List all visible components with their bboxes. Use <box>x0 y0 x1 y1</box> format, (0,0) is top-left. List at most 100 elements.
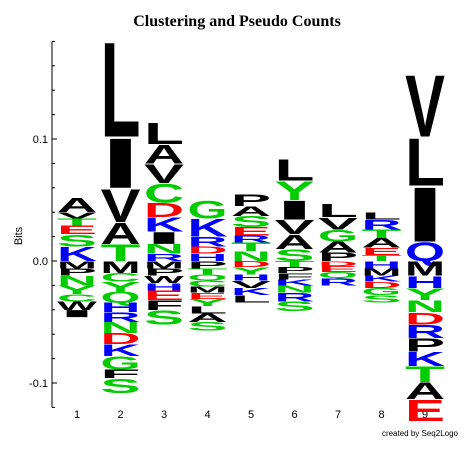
axis-layer: 0.1 0.0 -0.1 1 2 3 4 5 6 7 8 9 <box>29 40 428 421</box>
logo-letter: G <box>101 353 141 374</box>
logo-letter: T <box>362 253 402 262</box>
logo-letter: D <box>362 280 402 289</box>
logo-letter: I <box>275 195 315 225</box>
x-tick-label: 7 <box>335 409 341 421</box>
logo-letter: R <box>187 234 227 249</box>
logo-letter: R <box>144 252 184 263</box>
logo-letter: S <box>101 375 141 398</box>
logo-letter: E <box>405 394 445 428</box>
logo-letter: M <box>405 257 445 280</box>
logo-letter: K <box>101 341 142 360</box>
logo-letter: Y <box>231 265 271 276</box>
logo-letter: K <box>144 213 184 236</box>
logo-letter: C <box>144 179 184 209</box>
logo-letter: E <box>188 291 228 300</box>
logo-letter: A <box>100 217 140 250</box>
logo-letter: T <box>361 227 401 240</box>
logo-letter: L <box>101 14 141 166</box>
logo-letter: Q <box>188 273 228 282</box>
logo-letter: G <box>362 286 402 298</box>
logo-letter: L <box>274 153 314 187</box>
logo-letter: K <box>231 286 271 297</box>
logo-letter: Y <box>100 280 140 295</box>
y-axis-label: Bits <box>13 226 25 245</box>
logo-letter: Q <box>405 237 445 267</box>
logo-letter: Y <box>405 285 445 304</box>
logo-letter: S <box>362 293 402 304</box>
logo-letter: D <box>405 309 445 328</box>
logo-letter: C <box>188 279 228 288</box>
letters-layer: KSETVAMPNYCWITAVILMCYQHRNDKGFSRNIKDCVALM… <box>57 14 445 428</box>
y-tick-label: -0.1 <box>29 378 48 390</box>
logo-letter: T <box>57 217 98 228</box>
logo-letter: S <box>275 246 315 265</box>
logo-letter: T <box>405 362 445 386</box>
logo-letter: A <box>188 312 228 325</box>
x-tick-label: 1 <box>74 409 80 421</box>
logo-letter: V <box>405 57 445 155</box>
logo-letter: K <box>362 274 403 283</box>
logo-letter: E <box>362 246 402 257</box>
logo-letter: S <box>188 320 228 333</box>
logo-letter: P <box>57 267 97 278</box>
y-tick-label: 0.0 <box>33 256 48 268</box>
x-tick-label: 8 <box>378 409 384 421</box>
logo-letter: R <box>275 291 315 304</box>
logo-letter: S <box>274 299 314 314</box>
logo-letter: I <box>405 171 445 259</box>
logo-letter: A <box>361 235 401 250</box>
logo-letter: F <box>100 367 140 380</box>
logo-letter: M <box>144 260 184 271</box>
logo-letter: P <box>275 266 315 275</box>
logo-letter: V <box>57 211 98 221</box>
logo-letter: F <box>275 272 315 281</box>
logo-letter: N <box>275 284 315 295</box>
logo-letter: F <box>144 298 184 313</box>
x-tick-label: 3 <box>161 409 167 421</box>
logo-letter: N <box>231 249 271 264</box>
logo-letter: P <box>318 251 358 264</box>
logo-letter: R <box>231 234 271 245</box>
logo-letter: H <box>100 300 140 315</box>
logo-letter: V <box>275 216 315 238</box>
logo-letter: K <box>57 242 97 265</box>
logo-letter: T <box>188 267 228 276</box>
logo-letter: D <box>318 260 358 268</box>
x-tick-label: 4 <box>204 409 210 421</box>
credit-text: created by Seq2Logo <box>382 429 459 438</box>
logo-letter: L <box>361 210 401 221</box>
logo-letter: V <box>101 180 141 233</box>
logo-letter: A <box>318 239 358 256</box>
logo-letter: C <box>57 292 97 303</box>
logo-letter: Y <box>275 176 315 206</box>
logo-letter: T <box>275 259 315 268</box>
logo-letter: Q <box>318 270 358 279</box>
logo-letter: Q <box>101 289 141 306</box>
logo-letter: L <box>405 125 445 200</box>
logo-letter: R <box>100 310 140 325</box>
logo-letter: K <box>405 347 445 370</box>
logo-letter: P <box>144 267 184 278</box>
x-tick-label: 5 <box>248 409 254 421</box>
logo-letter: T <box>101 240 141 266</box>
logo-letter: M <box>188 285 228 294</box>
logo-letter: A <box>231 203 271 218</box>
logo-letter: I <box>57 308 97 319</box>
logo-letter: L <box>318 200 358 221</box>
logo-letter: I <box>101 124 141 204</box>
logo-letter: L <box>144 116 184 150</box>
x-tick-label: 9 <box>422 409 428 421</box>
logo-letter: T <box>231 240 271 253</box>
logo-letter: A <box>405 378 445 405</box>
logo-letter: D <box>188 245 228 256</box>
x-tick-label: 6 <box>291 409 297 421</box>
logo-letter: C <box>101 271 141 284</box>
x-tick-label: 2 <box>117 409 123 421</box>
logo-letter: V <box>318 214 358 233</box>
logo-letter: R <box>318 276 358 287</box>
logo-letter: L <box>231 293 271 304</box>
logo-letter: G <box>188 195 228 224</box>
logo-letter: R <box>405 321 445 342</box>
logo-letter: D <box>144 199 184 222</box>
